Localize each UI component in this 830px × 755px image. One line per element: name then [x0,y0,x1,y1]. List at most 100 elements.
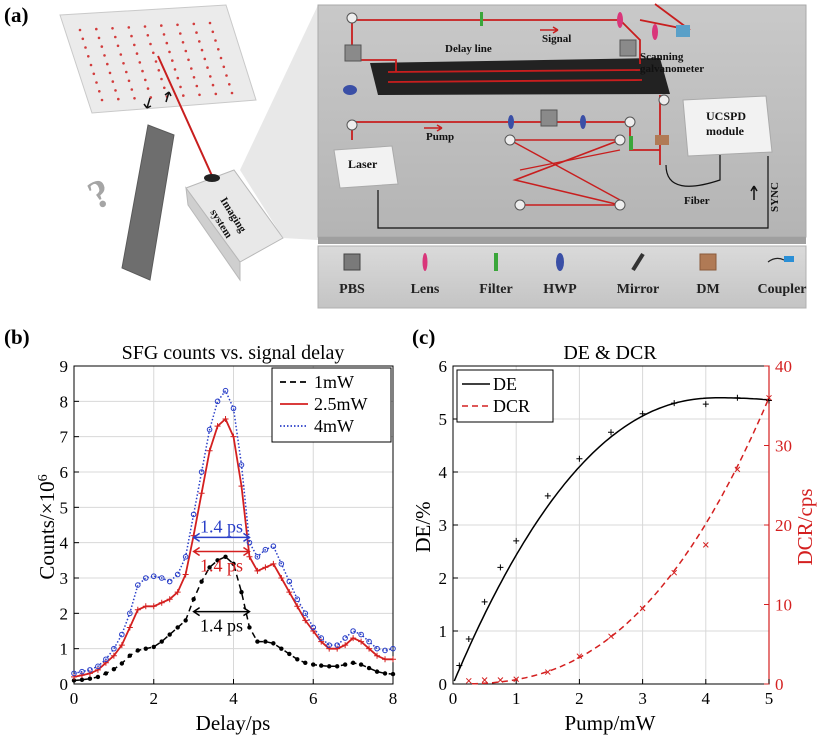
target-dot [187,58,190,62]
target-dot [149,42,152,46]
point-1mW [143,646,148,651]
y-tick-label: 3 [60,569,69,588]
point-4mW [246,539,253,546]
chart-b-xlabel: Delay/ps [196,711,271,735]
target-dot [117,97,120,101]
x-tick-label: 0 [449,689,458,708]
target-dot [84,46,87,49]
point-DCR [639,605,646,612]
target-dot [100,98,104,102]
point-2.5mW [334,645,341,652]
target-dot [98,90,101,93]
target-dot [146,87,150,90]
point-DE [481,598,488,605]
point-4mW [182,554,189,560]
target-dot [179,85,182,89]
point-2.5mW [166,596,173,603]
delay-line-label: Delay line [445,43,492,55]
y-tick-left-label: 5 [439,410,448,429]
mirror-1 [346,12,358,24]
point-4mW [190,511,197,518]
dm-icon [655,135,669,145]
point-1mW [295,657,300,662]
point-1mW [167,632,172,637]
target-dot [127,79,131,83]
panel-a: (a) ? Imaging system [4,3,807,309]
chart-c-ylabel-right: DCR/cps [793,488,817,565]
legend-box [271,367,392,443]
point-1mW [390,671,396,677]
question-mark: ? [81,169,118,218]
target-dot [138,61,142,64]
hwp-3 [580,115,586,129]
point-4mW [127,610,133,617]
target-dot [182,94,185,97]
target-dot [190,67,193,70]
pbs-cube-2 [540,109,558,127]
target-dot [111,27,114,30]
point-2.5mW [126,624,133,631]
target-dot [111,80,115,83]
optical-table: Delay line Signal Scanning galvanometer … [317,3,807,244]
x-tick-label: 3 [638,689,647,708]
point-DE [456,662,463,669]
target-dot [176,76,180,80]
target-dot [125,70,128,74]
fwhm-label-1: 1.4 ps [200,556,243,576]
target-dot [130,34,133,38]
target-dot [89,63,93,67]
y-tick-left-label: 0 [439,675,448,694]
point-DCR [702,542,709,548]
point-2.5mW [366,645,373,652]
point-2.5mW [294,603,301,610]
mirror-6 [514,199,526,211]
point-4mW [103,656,109,663]
point-2.5mW [118,642,125,649]
point-1mW [71,678,77,683]
target-dot [211,30,215,34]
point-2.5mW [206,447,213,454]
target-dot [222,65,226,69]
target-plate [59,4,257,114]
panel-c-label: (c) [412,325,435,349]
point-1mW [103,671,109,676]
lens-shape [422,253,428,271]
point-4mW [87,667,93,673]
point-2.5mW [230,433,237,440]
y-tick-label: 8 [60,392,69,411]
x-tick-label: 8 [389,689,398,708]
point-4mW [366,638,372,645]
target-dot [198,93,201,97]
point-1mW [119,661,125,666]
y-tick-label: 1 [60,640,69,659]
ucspd-module [682,95,773,157]
point-DCR [465,677,472,684]
target-dot [198,40,201,43]
mirror-3 [624,116,636,128]
y-tick-right-label: 0 [775,675,784,694]
target-dot [176,23,179,27]
coupler-fiber [767,257,785,263]
point-2.5mW [246,553,253,560]
key-label-mirror: Mirror [617,282,660,297]
target-dot [195,84,199,88]
fwhm-arrow-2 [192,606,251,617]
target-dot [230,91,234,95]
sync-cable [377,156,769,229]
point-1mW [175,625,180,630]
delay-line-rail [370,58,670,95]
point-4mW [150,573,157,580]
point-1mW [255,639,260,644]
x-tick-label: 6 [309,689,318,708]
ucspd-label-1: UCSPD [706,109,746,123]
target-dot [133,97,136,100]
target-dot [106,62,109,66]
point-1mW [95,674,101,680]
target-dot [163,86,166,90]
fwhm-label-0: 1.4 ps [200,516,243,536]
target-dot [100,45,104,48]
point-4mW [111,645,117,652]
point-DCR [513,676,520,683]
point-DE [734,394,741,401]
